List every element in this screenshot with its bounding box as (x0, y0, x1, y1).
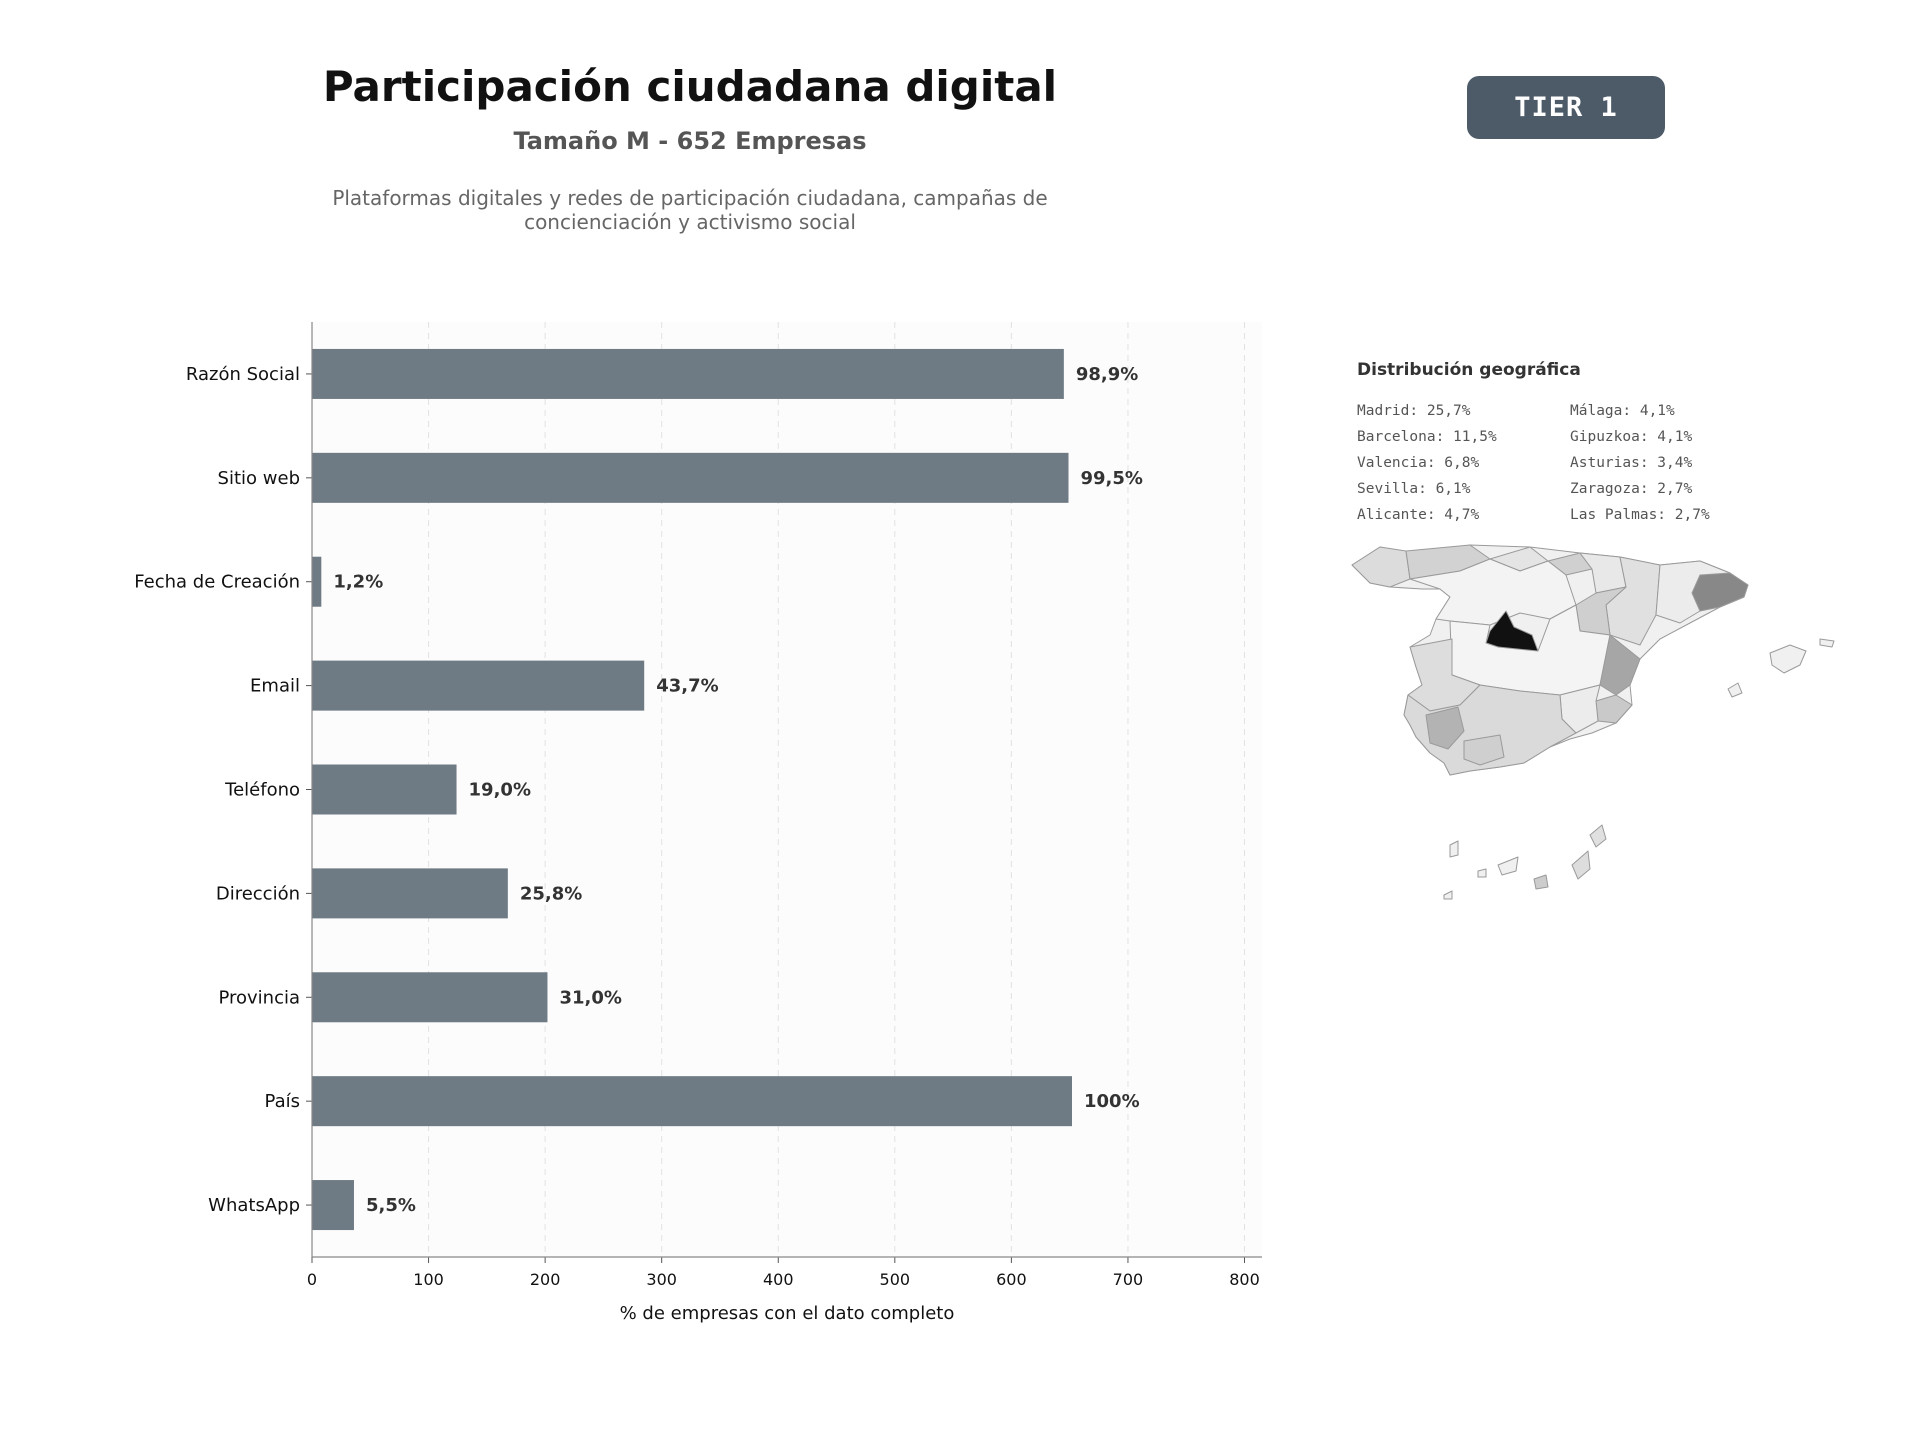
bar (312, 556, 322, 607)
geo-item: Alicante: 4,7% (1357, 507, 1480, 523)
spain-choropleth-map (1351, 544, 1835, 900)
map-canary-la-palma (1449, 840, 1459, 858)
bar (312, 348, 1064, 399)
tier-badge: TIER 1 (1467, 76, 1665, 139)
map-canary-la-gomera (1477, 868, 1487, 878)
y-category-label: Fecha de Creación (134, 572, 300, 593)
geo-item: Asturias: 3,4% (1570, 455, 1693, 471)
y-category-label: Teléfono (224, 780, 300, 801)
y-category-label: Sitio web (218, 468, 300, 489)
bar-value-label: 99,5% (1081, 468, 1143, 489)
x-tick-label: 500 (880, 1270, 911, 1289)
x-tick-label: 700 (1113, 1270, 1144, 1289)
x-axis-title: % de empresas con el dato completo (620, 1303, 955, 1324)
bar (312, 764, 457, 815)
x-tick-label: 200 (530, 1270, 561, 1289)
x-tick-label: 100 (413, 1270, 444, 1289)
x-tick-label: 800 (1229, 1270, 1260, 1289)
bar-chart: 0 100 200 300 400 500 600 700 800 Razón Social 98,… (134, 322, 1262, 1324)
bar-value-label: 19,0% (469, 780, 531, 801)
geo-title: Distribución geográfica (1357, 360, 1581, 380)
map-canary-tenerife (1497, 856, 1519, 876)
map-canary-lanzarote (1589, 824, 1607, 848)
bar-value-label: 25,8% (520, 883, 582, 904)
geo-list-left: Madrid: 25,7% Barcelona: 11,5% Valencia:… (1357, 398, 1497, 528)
x-tick-label: 300 (646, 1270, 677, 1289)
geo-item: Barcelona: 11,5% (1357, 429, 1497, 445)
y-category-label: Razón Social (186, 364, 300, 385)
bar-value-label: 43,7% (656, 676, 718, 697)
y-category-label: WhatsApp (208, 1195, 300, 1216)
map-canary-el-hierro (1443, 890, 1453, 900)
y-category-label: Dirección (216, 883, 300, 904)
bar-value-label: 31,0% (559, 987, 621, 1008)
x-tick-label: 600 (996, 1270, 1027, 1289)
bar-value-label: 1,2% (333, 572, 383, 593)
bar (312, 1180, 354, 1231)
bar-value-label: 5,5% (366, 1195, 416, 1216)
geo-item: Las Palmas: 2,7% (1570, 507, 1710, 523)
map-region-alicante (1595, 694, 1633, 724)
geo-item: Gipuzkoa: 4,1% (1570, 429, 1693, 445)
map-balearic-mallorca (1769, 644, 1807, 674)
bar (312, 972, 548, 1023)
map-region-sevilla (1425, 706, 1465, 750)
bar-value-label: 98,9% (1076, 364, 1138, 385)
map-region-galicia (1351, 546, 1411, 588)
map-balearic-menorca (1819, 638, 1835, 648)
bar (312, 868, 508, 919)
chart-title: Participación ciudadana digital (322, 62, 1058, 111)
chart-subtitle: Tamaño M - 652 Empresas (513, 127, 867, 155)
geo-item: Málaga: 4,1% (1570, 403, 1675, 419)
map-canary-gran-canaria (1533, 874, 1549, 890)
y-category-label: País (265, 1091, 300, 1112)
geo-item: Madrid: 25,7% (1357, 403, 1471, 419)
bar-value-label: 100% (1084, 1091, 1140, 1112)
geo-item: Zaragoza: 2,7% (1570, 481, 1693, 497)
map-region-malaga (1463, 734, 1505, 766)
map-region-andalucia (1403, 684, 1577, 776)
geo-list-right: Málaga: 4,1% Gipuzkoa: 4,1% Asturias: 3,… (1570, 398, 1710, 528)
geo-item: Sevilla: 6,1% (1357, 481, 1471, 497)
geo-distribution-panel: Distribución geográfica Madrid: 25,7% Ba… (1340, 350, 1860, 910)
x-tick-label: 0 (307, 1270, 317, 1289)
map-region-valencia (1599, 634, 1641, 696)
description-line-2: concienciación y activismo social (524, 210, 856, 234)
chart-description: Plataformas digitales y redes de partici… (290, 186, 1090, 234)
map-balearic-ibiza (1727, 682, 1743, 698)
x-tick-label: 400 (763, 1270, 794, 1289)
bar (312, 1076, 1072, 1127)
description-line-1: Plataformas digitales y redes de partici… (332, 186, 1048, 210)
bar (312, 452, 1069, 503)
bar (312, 660, 645, 711)
y-category-label: Email (250, 676, 300, 697)
map-region-barcelona (1691, 572, 1749, 612)
map-canary-fuerteventura (1571, 850, 1591, 880)
y-category-label: Provincia (218, 987, 300, 1008)
geo-item: Valencia: 6,8% (1357, 455, 1480, 471)
